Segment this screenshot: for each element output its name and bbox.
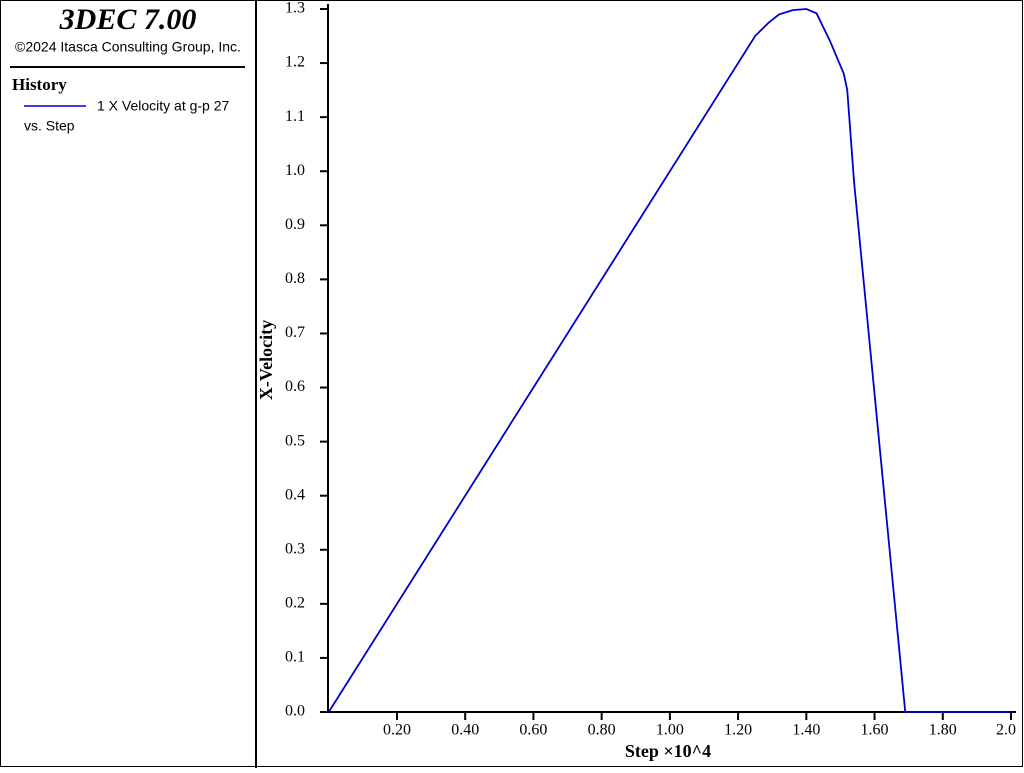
y-tick-label: 0.7: [285, 324, 305, 341]
x-tick-label: 0.80: [588, 722, 616, 739]
y-tick-label: 0.6: [285, 378, 305, 395]
x-tick-label: 0.20: [383, 722, 411, 739]
y-axis-label: X-Velocity: [256, 320, 276, 400]
y-tick-label: 1.0: [285, 162, 305, 179]
y-tick-label: 0.2: [285, 595, 305, 612]
x-tick-label: 0.60: [519, 722, 547, 739]
data-line: [327, 8, 1011, 713]
y-tick-label: 0.1: [285, 649, 305, 666]
legend-label: 1 X Velocity at g-p 27: [97, 98, 230, 114]
y-tick-label: 0.3: [285, 540, 305, 557]
x-axis-label: Step ×10^4: [625, 741, 711, 761]
y-tick-label: 1.3: [285, 0, 305, 17]
y-tick-label: 0.4: [285, 486, 305, 503]
x-tick-label: 1.80: [929, 722, 957, 739]
y-tick-label: 0.9: [285, 216, 305, 233]
y-tick-label: 1.2: [285, 54, 305, 71]
x-tick-label: 1.00: [656, 722, 684, 739]
x-tick-label: 1.60: [861, 722, 889, 739]
y-tick-label: 0.8: [285, 270, 305, 287]
y-tick-label: 0.5: [285, 432, 305, 449]
copyright: ©2024 Itasca Consulting Group, Inc.: [15, 39, 241, 55]
x-tick-label: 1.40: [792, 722, 820, 739]
x-tick-label: 1.20: [724, 722, 752, 739]
legend-note: vs. Step: [24, 118, 75, 134]
x-tick-label: 0.40: [451, 722, 479, 739]
section-title: History: [12, 75, 67, 94]
app-title: 3DEC 7.00: [59, 3, 197, 36]
y-tick-label: 1.1: [285, 108, 305, 125]
x-tick-label: 2.0: [996, 722, 1016, 739]
y-tick-label: 0.0: [285, 703, 305, 720]
